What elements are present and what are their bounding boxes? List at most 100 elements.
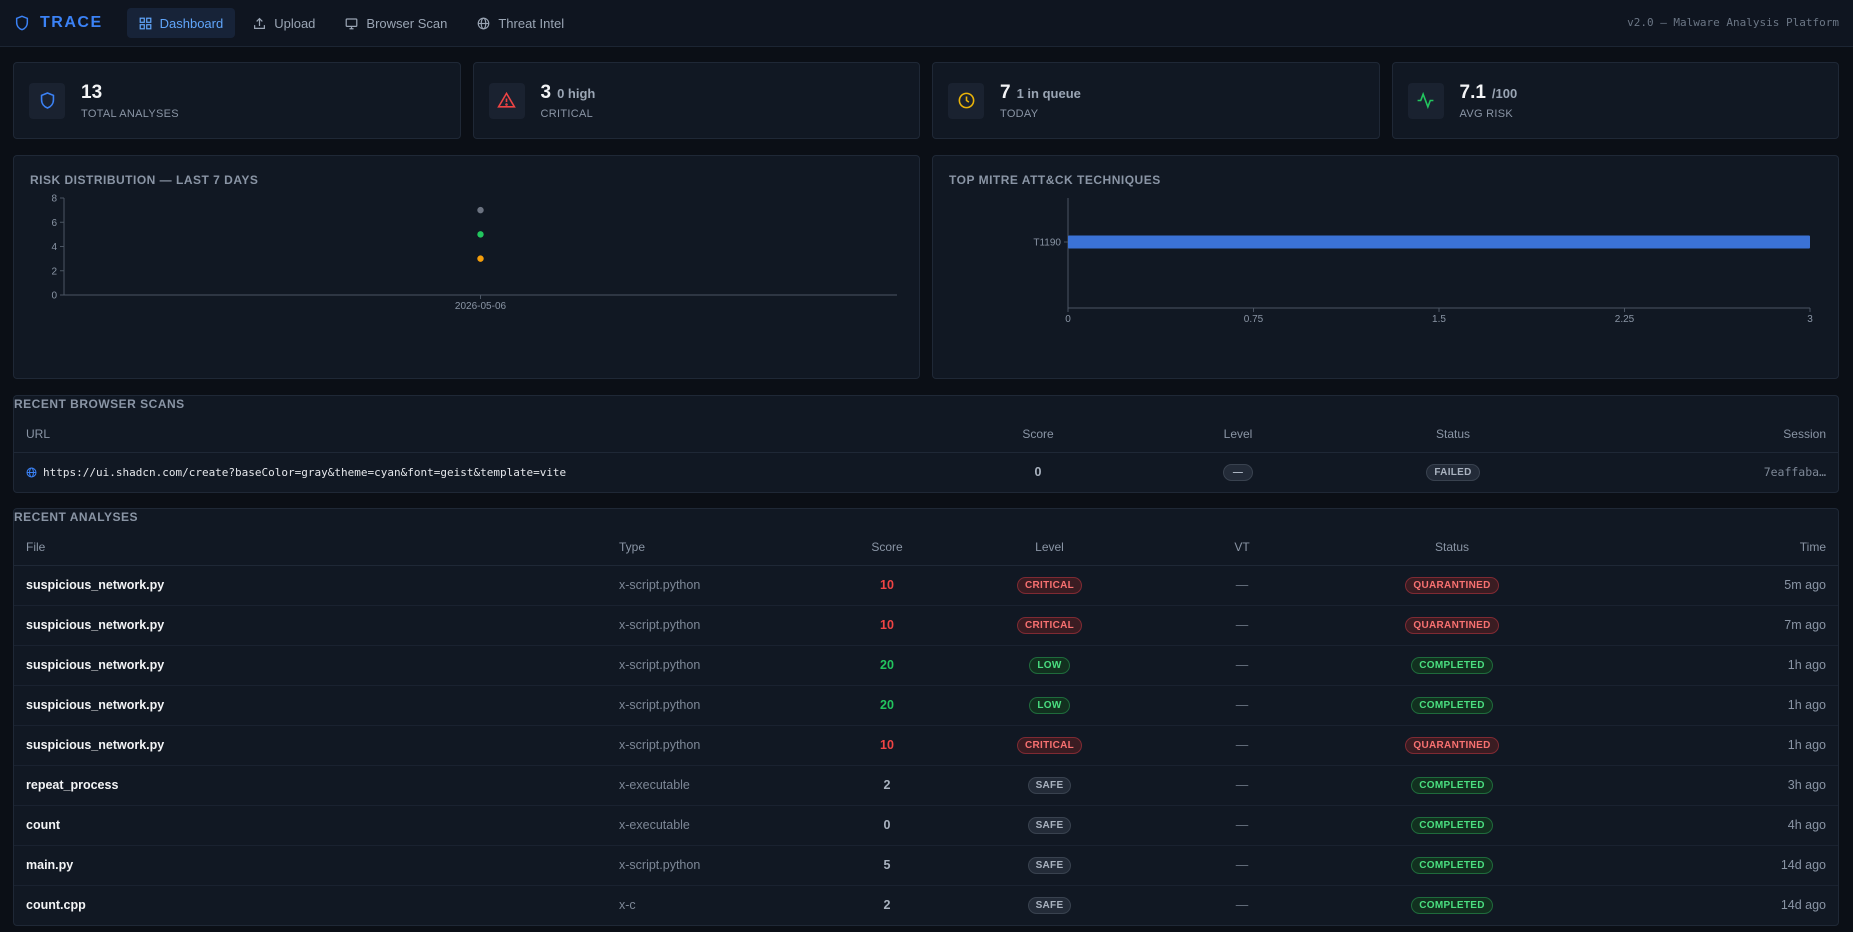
risk-score: 2 — [883, 898, 891, 913]
vt-result: — — [1152, 685, 1332, 726]
brand[interactable]: TRACE — [14, 14, 103, 32]
table-row[interactable]: main.py x-script.python 5 SAFE — COMPLETED 14d… — [14, 845, 1838, 886]
table-row[interactable]: suspicious_network.py x-script.python 20 LO… — [14, 645, 1838, 686]
stat-card-critical: 3 0 high CRITICAL — [472, 62, 920, 139]
activity-icon — [1417, 91, 1434, 110]
panel-title: TOP MITRE ATT&CK TECHNIQUES — [949, 173, 1161, 187]
stat-icon-box — [29, 82, 65, 119]
shield-logo-icon — [15, 15, 29, 31]
risk-score: 20 — [827, 685, 947, 726]
stat-sub: 0 high — [557, 85, 596, 101]
stat-label: CRITICAL — [540, 107, 594, 120]
main-nav: Dashboard Upload Browser Scan Threat Int… — [126, 8, 577, 38]
bar — [1068, 235, 1810, 249]
alert-triangle-icon — [497, 91, 516, 108]
charts-row: RISK DISTRIBUTION — LAST 7 DAYS 0 2 4 6 8 202… — [0, 139, 1853, 379]
status-badge: QUARANTINED — [1405, 576, 1499, 594]
y-tick-label: 6 — [51, 218, 57, 229]
file-name[interactable]: main.py — [14, 845, 607, 886]
status-badge: FAILED — [1426, 463, 1480, 481]
version-text: v2.0 — Malware Analysis Platform — [1627, 16, 1839, 29]
y-tick-label: 8 — [51, 194, 57, 205]
table-header-row: URL Score Level Status Session — [14, 416, 1838, 453]
status-badge: COMPLETED — [1411, 656, 1493, 674]
table-row[interactable]: count.cpp x-c 2 SAFE — COMPLETED 14d ago — [14, 885, 1838, 925]
nav-upload[interactable]: Upload — [241, 8, 327, 38]
status-badge: COMPLETED — [1411, 696, 1493, 714]
time-ago: 4h ago — [1572, 805, 1838, 846]
file-name[interactable]: suspicious_network.py — [14, 605, 607, 646]
vt-result: — — [1235, 898, 1249, 913]
file-name[interactable]: repeat_process — [14, 765, 607, 806]
time-ago: 1h ago — [1572, 645, 1838, 686]
file-name[interactable]: count — [14, 805, 607, 846]
stat-label: TOTAL ANALYSES — [81, 107, 179, 120]
file-name[interactable]: suspicious_network.py — [14, 565, 607, 606]
stats-row: 13 TOTAL ANALYSES 3 0 high CRITICAL 7 1 in… — [0, 47, 1853, 139]
vt-result: — — [1152, 765, 1332, 806]
y-tick-label: 0 — [51, 291, 57, 302]
level-badge: CRITICAL — [1016, 576, 1083, 594]
risk-score: 2 — [827, 765, 947, 806]
nav-dashboard[interactable]: Dashboard — [126, 8, 236, 38]
vt-result: — — [1152, 605, 1332, 646]
status-badge: COMPLETED — [1411, 816, 1493, 834]
level-badge: — — [1222, 463, 1254, 481]
file-name[interactable]: suspicious_network.py — [14, 725, 607, 766]
mitre-techniques-panel: TOP MITRE ATT&CK TECHNIQUES 0 0.75 1.5 2.25… — [932, 155, 1839, 379]
analyses-table: File Type Score Level VT Status Time sus… — [14, 529, 1838, 925]
stat-icon-box — [948, 82, 984, 119]
file-type: x-executable — [607, 765, 827, 806]
stat-label: TODAY — [1000, 107, 1039, 120]
x-tick-label: 2026-05-06 — [455, 301, 507, 312]
scan-session: 7eaffaba… — [1763, 465, 1826, 480]
x-tick-label: 0 — [1065, 314, 1071, 325]
risk-score: 5 — [827, 845, 947, 886]
table-row[interactable]: https://ui.shadcn.com/create?baseColor=g… — [14, 452, 1838, 492]
risk-distribution-chart: 0 2 4 6 8 2026-05-06 — [51, 194, 897, 312]
data-point-series-0 — [477, 206, 484, 214]
scan-url[interactable]: https://ui.shadcn.com/create?baseColor=g… — [43, 465, 567, 479]
stat-value: 3 — [540, 81, 552, 103]
file-type: x-script.python — [607, 845, 827, 886]
col-url: URL — [14, 416, 938, 453]
stat-card-today: 7 1 in queue TODAY — [932, 62, 1380, 139]
y-tick-label: 4 — [51, 242, 57, 253]
nav-upload-label: Upload — [274, 15, 316, 31]
stat-label: AVG RISK — [1459, 107, 1514, 120]
vt-result: — — [1152, 645, 1332, 686]
file-type: x-executable — [607, 805, 827, 846]
vt-result: — — [1152, 725, 1332, 766]
file-name[interactable]: suspicious_network.py — [14, 685, 607, 726]
mitre-techniques-chart: 0 0.75 1.5 2.25 3 T1190 — [1033, 198, 1813, 325]
status-badge: QUARANTINED — [1405, 616, 1499, 634]
monitor-icon — [346, 17, 358, 29]
vt-result: — — [1152, 845, 1332, 886]
table-row[interactable]: count x-executable 0 SAFE — COMPLETED 4h ago — [14, 805, 1838, 846]
stat-icon-box — [488, 82, 525, 119]
nav-browser-scan[interactable]: Browser Scan — [333, 8, 459, 38]
file-name[interactable]: suspicious_network.py — [14, 645, 607, 686]
vt-result: — — [1152, 565, 1332, 606]
col-status: Status — [1332, 529, 1572, 566]
level-badge: SAFE — [1027, 856, 1072, 874]
time-ago: 3h ago — [1572, 765, 1838, 806]
stat-icon-box — [1407, 82, 1444, 119]
file-type: x-script.python — [607, 725, 827, 766]
vt-result: — — [1152, 805, 1332, 846]
table-row[interactable]: suspicious_network.py x-script.python 10 CR… — [14, 605, 1838, 646]
risk-score: 0 — [827, 805, 947, 846]
file-name[interactable]: count.cpp — [26, 898, 86, 913]
file-type: x-script.python — [607, 565, 827, 606]
table-row[interactable]: suspicious_network.py x-script.python 10 CR… — [14, 565, 1838, 606]
nav-threat-intel[interactable]: Threat Intel — [465, 8, 576, 38]
nav-threat-intel-label: Threat Intel — [498, 15, 565, 31]
table-row[interactable]: repeat_process x-executable 2 SAFE — COMPLETE… — [14, 765, 1838, 806]
file-type: x-script.python — [607, 645, 827, 686]
table-row[interactable]: suspicious_network.py x-script.python 20 LO… — [14, 685, 1838, 726]
browser-scans-table: URL Score Level Status Session https://u… — [14, 416, 1838, 492]
risk-score: 10 — [827, 725, 947, 766]
nav-browser-scan-label: Browser Scan — [366, 15, 448, 31]
table-row[interactable]: suspicious_network.py x-script.python 10 CR… — [14, 725, 1838, 766]
col-score: Score — [827, 529, 947, 566]
